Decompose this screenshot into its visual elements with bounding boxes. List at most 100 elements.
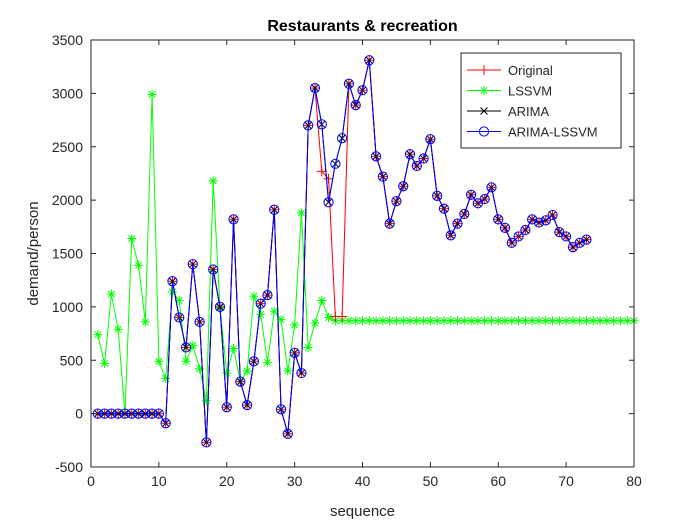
data-point <box>146 408 158 419</box>
data-point <box>398 181 409 192</box>
y-tick-label: 2000 <box>52 192 83 208</box>
y-tick-label: -500 <box>55 459 83 475</box>
data-point <box>296 367 307 379</box>
legend-marker <box>479 86 489 95</box>
x-tick-label: 20 <box>219 473 235 489</box>
data-point <box>153 408 164 419</box>
data-point <box>303 120 314 131</box>
data-point <box>275 404 287 415</box>
data-point <box>486 316 496 326</box>
data-point <box>499 222 511 233</box>
data-point <box>377 171 388 182</box>
data-point <box>561 231 572 242</box>
data-point <box>385 316 395 326</box>
data-point <box>262 290 273 301</box>
data-point <box>405 316 415 326</box>
data-point <box>93 330 103 340</box>
data-point <box>323 197 334 208</box>
data-point <box>214 301 226 312</box>
data-point <box>133 408 144 419</box>
data-point <box>248 356 259 367</box>
data-point <box>486 182 497 193</box>
data-point <box>194 316 205 327</box>
data-point <box>398 316 408 326</box>
legend: Original LSSVM ARIMA ARIMA-LSSVM <box>460 52 622 149</box>
data-point <box>127 234 137 244</box>
data-point <box>181 356 191 366</box>
data-point <box>459 208 470 220</box>
data-point <box>316 166 327 177</box>
data-point <box>201 437 212 448</box>
data-point <box>161 373 171 383</box>
legend-items: Original LSSVM ARIMA ARIMA-LSSVM <box>467 63 598 140</box>
data-point <box>235 376 246 387</box>
legend-item: ARIMA-LSSVM <box>467 125 598 140</box>
data-point <box>533 217 545 228</box>
x-tick-label: 50 <box>423 473 439 489</box>
x-tick-label: 40 <box>355 473 371 489</box>
data-point <box>106 408 117 419</box>
data-point <box>350 100 361 111</box>
data-point <box>364 316 374 326</box>
data-point <box>330 158 341 169</box>
y-tick-label: 1000 <box>52 299 83 315</box>
data-point <box>106 289 116 299</box>
data-point <box>255 298 266 309</box>
data-point <box>221 402 232 413</box>
data-point <box>547 209 558 221</box>
data-point <box>466 189 477 200</box>
data-point <box>208 176 218 186</box>
data-point <box>290 320 300 330</box>
data-point <box>140 408 151 419</box>
data-point <box>310 318 320 328</box>
legend-marker <box>480 107 488 115</box>
data-point <box>229 344 239 354</box>
data-point <box>520 224 531 236</box>
data-point <box>432 190 443 201</box>
data-point <box>493 214 504 225</box>
data-point <box>316 119 327 130</box>
legend-item: LSSVM <box>467 84 552 99</box>
data-point <box>384 218 395 229</box>
data-point <box>269 204 280 215</box>
data-point <box>187 259 198 270</box>
data-point <box>309 82 321 94</box>
ticks-layer: 0 10 20 30 40 50 60 70 80-5000500100015002000250… <box>52 32 642 489</box>
x-tick-label: 0 <box>87 473 95 489</box>
y-axis-title: demand/person <box>25 201 42 305</box>
data-point <box>113 324 123 334</box>
y-tick-label: 1500 <box>52 246 83 262</box>
x-tick-label: 80 <box>626 473 642 489</box>
data-point <box>404 149 416 160</box>
data-point <box>622 316 632 326</box>
data-point <box>364 55 375 66</box>
data-point <box>337 133 348 144</box>
data-point <box>167 276 178 287</box>
data-point <box>323 173 334 184</box>
series-layer <box>92 55 639 448</box>
data-point <box>351 316 361 326</box>
data-point <box>99 408 110 419</box>
data-point <box>391 196 402 207</box>
legend-label: ARIMA-LSSVM <box>508 125 598 140</box>
data-point <box>160 418 171 429</box>
data-point <box>228 214 239 225</box>
data-point <box>147 89 157 99</box>
series-line <box>97 60 587 443</box>
x-tick-label: 10 <box>151 473 167 489</box>
data-point <box>262 357 272 367</box>
data-point <box>242 399 253 411</box>
data-point <box>100 358 110 368</box>
data-point <box>425 134 436 145</box>
y-tick-label: 2500 <box>52 139 83 155</box>
data-point <box>208 264 219 275</box>
data-point <box>134 260 144 270</box>
x-axis-title: sequence <box>330 503 395 520</box>
legend-item: Original <box>467 63 553 78</box>
data-point <box>317 295 327 305</box>
data-point <box>438 203 450 214</box>
data-point <box>154 356 164 366</box>
x-tick-label: 70 <box>558 473 574 489</box>
series-arima-lssvm <box>92 55 592 448</box>
